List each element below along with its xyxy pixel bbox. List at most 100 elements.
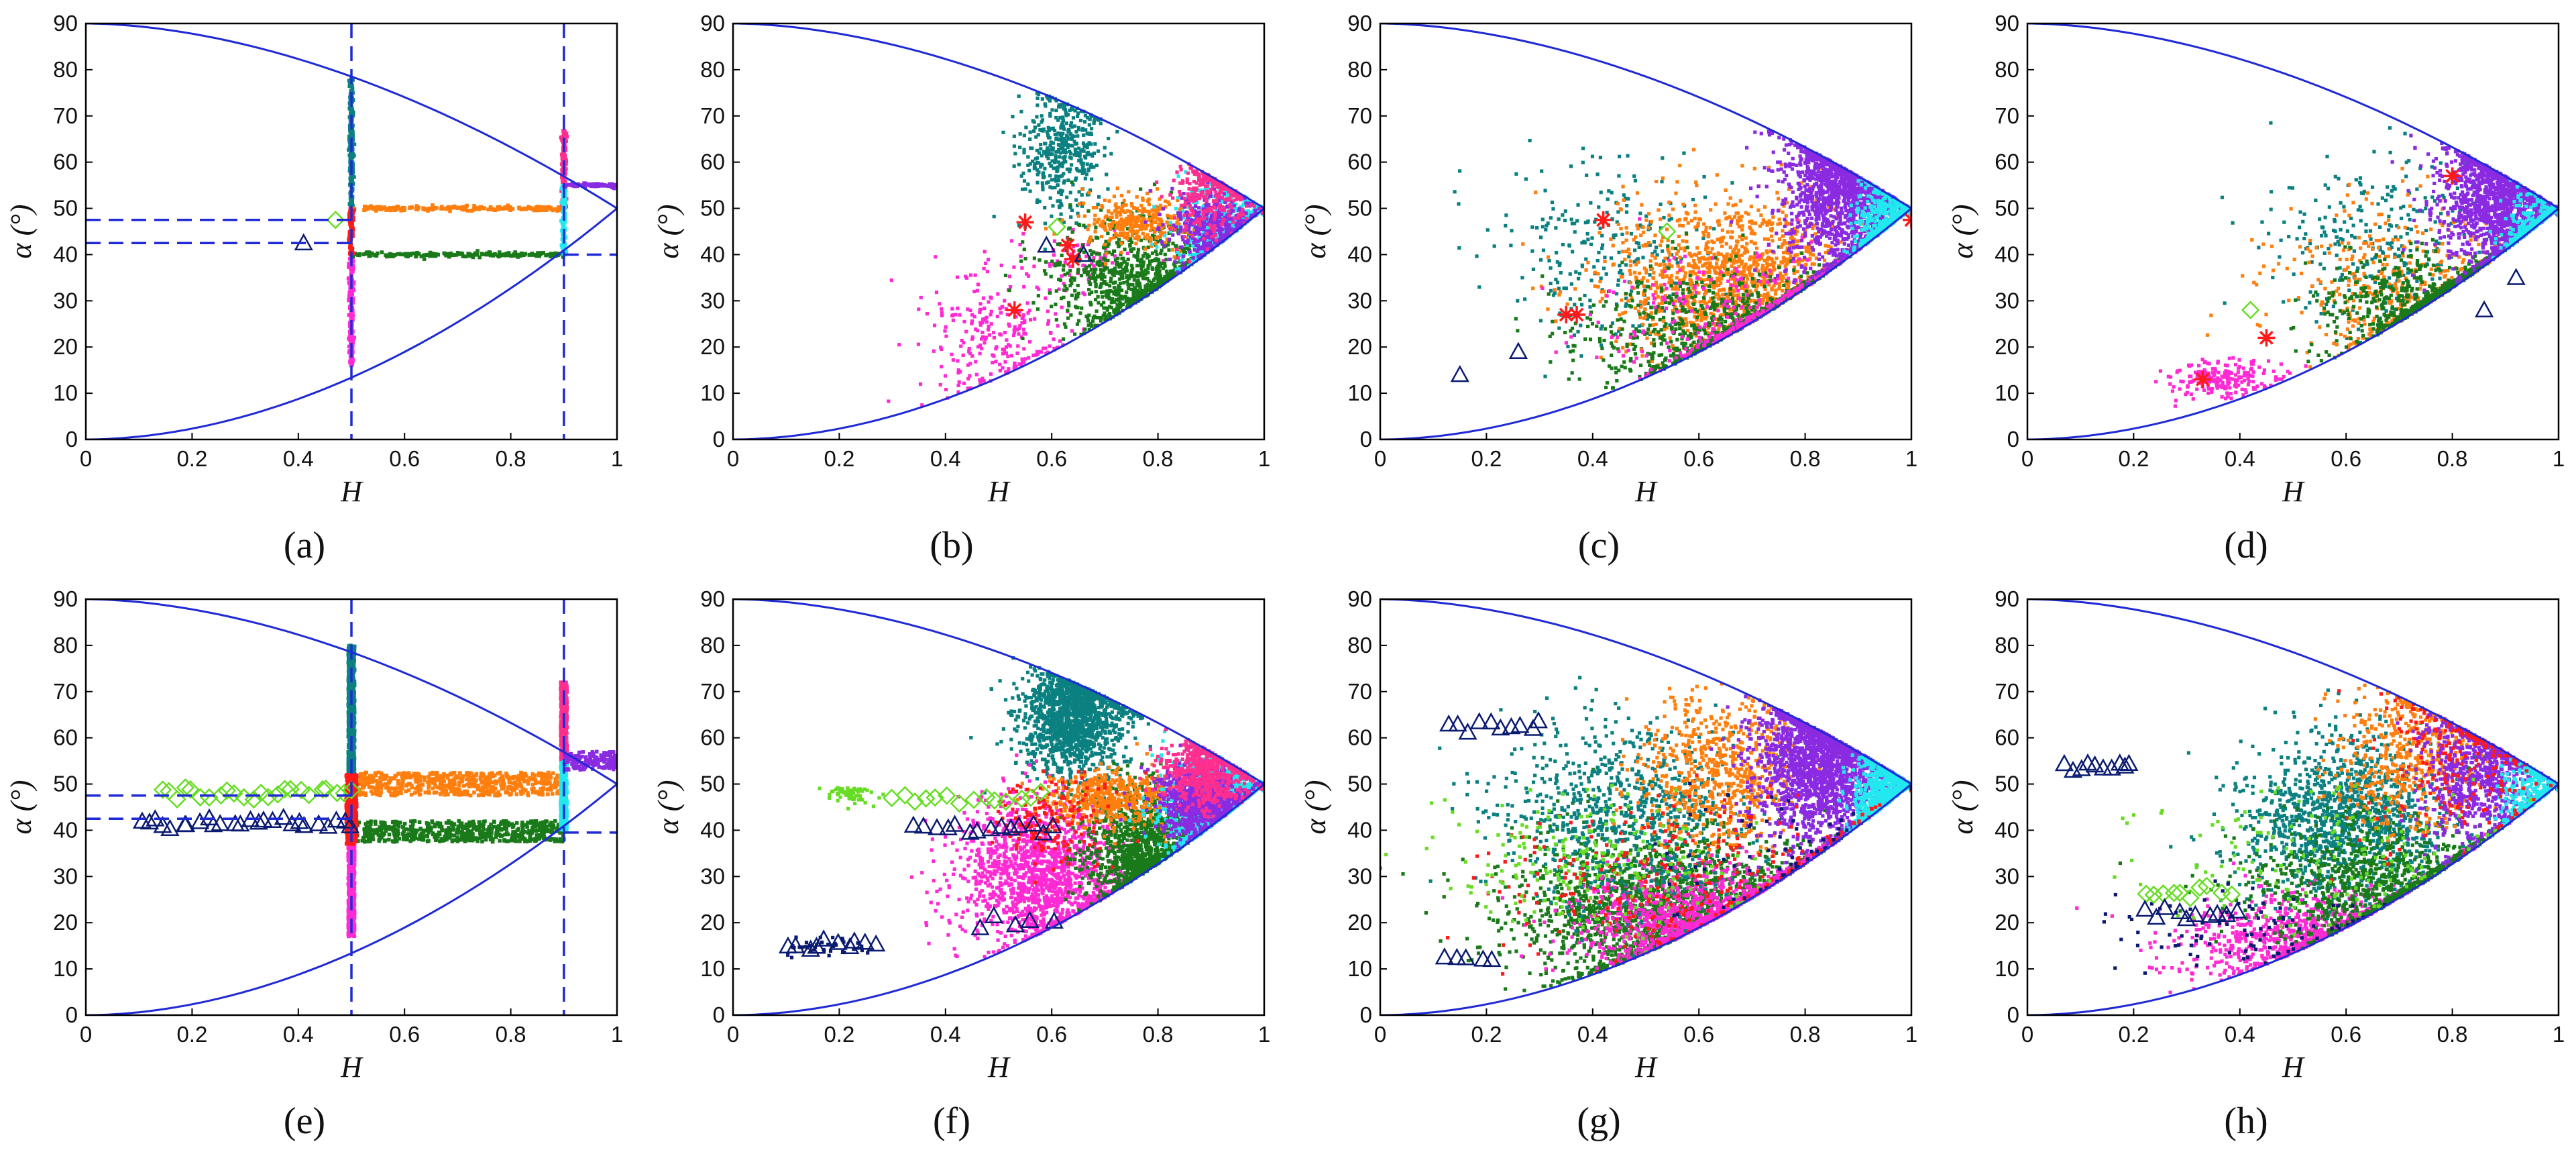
teal-point	[1541, 225, 1545, 229]
teal-point	[1598, 226, 1602, 230]
pink-point	[1205, 231, 1209, 236]
green-point	[1058, 278, 1062, 282]
teal-point	[1538, 319, 1543, 323]
green-point	[419, 254, 424, 258]
green-point	[1126, 300, 1130, 304]
purple-point	[1195, 239, 1199, 243]
green-point	[1139, 258, 1144, 262]
magenta-point	[960, 338, 964, 343]
magenta-point	[1015, 327, 1019, 332]
teal-point	[1027, 168, 1031, 172]
magenta-point	[925, 312, 930, 316]
magenta-point	[349, 358, 353, 363]
teal-point	[1662, 309, 1667, 313]
teal-point	[1054, 108, 1058, 113]
magenta-point	[1048, 264, 1052, 268]
magenta-point	[964, 329, 968, 333]
magenta-point	[351, 267, 355, 272]
green-point	[1036, 294, 1040, 298]
green-point	[1146, 245, 1150, 250]
purple-point	[1160, 240, 1164, 244]
pink-point	[1192, 186, 1196, 191]
teal-point	[1637, 245, 1641, 249]
green-point	[1125, 269, 1129, 273]
teal-point	[1648, 243, 1652, 247]
green-point	[1099, 271, 1103, 275]
teal-point	[1563, 218, 1567, 223]
pink-point	[1213, 227, 1217, 231]
purple-point	[1199, 246, 1204, 250]
orange-point	[1145, 199, 1150, 203]
magenta-point	[1026, 311, 1030, 315]
pink-point	[1206, 178, 1210, 182]
magenta-point	[1056, 346, 1060, 350]
orange-point	[1127, 190, 1131, 194]
green-point	[1090, 319, 1095, 323]
teal-point	[1074, 150, 1078, 154]
green-point	[1059, 297, 1064, 301]
magenta-point	[351, 263, 355, 268]
teal-point	[1566, 344, 1570, 349]
magenta-point	[986, 327, 991, 332]
green-point	[1157, 272, 1161, 276]
magenta-point	[967, 350, 971, 354]
magenta-point	[1022, 347, 1026, 351]
orange-point	[1128, 215, 1132, 219]
teal-point	[1086, 168, 1090, 172]
magenta-point	[1005, 338, 1009, 342]
cyan-point	[1202, 251, 1206, 255]
pink-point	[1179, 203, 1184, 207]
green-point	[1136, 275, 1140, 279]
teal-point	[1589, 278, 1593, 282]
green-point	[414, 254, 418, 258]
green-point	[1061, 268, 1066, 272]
teal-point	[1059, 163, 1063, 167]
green-point	[1163, 252, 1167, 256]
teal-point	[1624, 302, 1628, 306]
green-point	[471, 253, 475, 257]
green-point	[1152, 236, 1157, 240]
purple-point	[1228, 232, 1232, 236]
green-point	[1160, 261, 1164, 266]
pink-point	[1223, 209, 1227, 213]
red-point	[350, 225, 355, 230]
magenta-point	[1075, 243, 1080, 248]
magenta-point	[943, 374, 948, 378]
teal-point	[1018, 145, 1022, 150]
purple-point	[1207, 203, 1211, 207]
green-point	[1105, 289, 1109, 293]
green-point	[1038, 258, 1042, 262]
green-point	[1125, 262, 1129, 266]
panel-caption: (b)	[930, 525, 973, 566]
green-point	[1076, 270, 1080, 274]
magenta-point	[1007, 343, 1011, 347]
green-point	[1125, 274, 1129, 278]
teal-point	[1018, 132, 1022, 136]
purple-point	[1244, 201, 1248, 205]
magenta-point	[1012, 328, 1016, 332]
magenta-point	[1021, 313, 1025, 317]
green-point	[1058, 262, 1062, 267]
orange-point	[392, 205, 396, 210]
green-point	[457, 252, 461, 256]
orange-point	[488, 207, 492, 211]
teal-point	[1001, 130, 1005, 134]
green-point	[1152, 234, 1157, 238]
cyan-point	[1176, 174, 1180, 178]
pink-point	[1213, 211, 1217, 215]
orange-point	[453, 205, 458, 210]
purple-point	[1162, 244, 1166, 248]
purple-point	[1213, 222, 1217, 226]
teal-point	[1060, 189, 1064, 193]
cyan-point	[1190, 238, 1194, 242]
teal-point	[1026, 182, 1030, 187]
teal-point	[1557, 286, 1561, 291]
teal-point	[1021, 187, 1025, 191]
teal-point	[1063, 155, 1067, 159]
green-point	[1123, 270, 1127, 274]
teal-point	[1096, 203, 1100, 207]
teal-point	[1080, 109, 1084, 113]
orange-point	[382, 205, 386, 209]
magenta-point	[989, 372, 993, 376]
magenta-point	[976, 345, 981, 349]
